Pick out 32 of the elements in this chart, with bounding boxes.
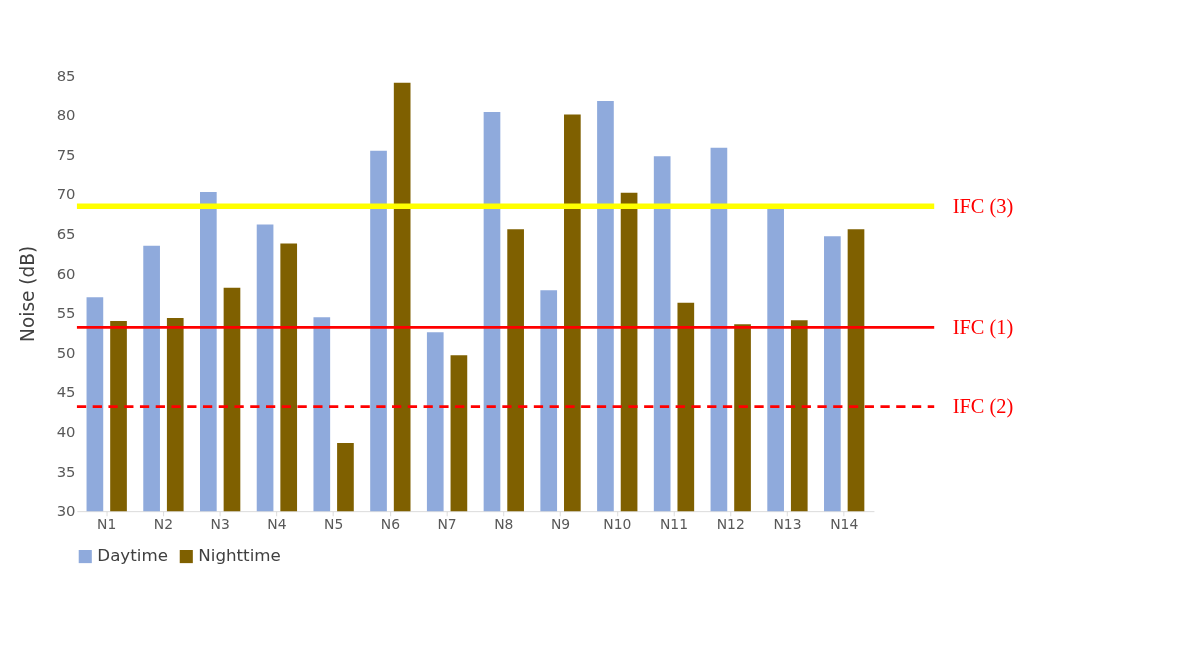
x-tick-label: N12	[716, 516, 745, 533]
x-tick-label: N13	[773, 516, 802, 533]
y-tick-label: 40	[56, 423, 76, 441]
ref-line-label: IFC (3)	[952, 194, 1014, 218]
legend-label: Nighttime	[198, 546, 281, 566]
y-tick-label: 65	[56, 225, 76, 243]
y-tick-label: 70	[56, 185, 76, 203]
x-tick-label: N6	[380, 516, 400, 533]
x-tick-label: N10	[603, 516, 632, 533]
x-tick-label: N9	[550, 516, 571, 533]
y-tick-label: 30	[56, 502, 76, 520]
y-tick-label: 60	[56, 264, 76, 282]
y-tick-label: 55	[56, 304, 76, 322]
x-tick-label: N3	[210, 516, 230, 533]
x-tick-label: N14	[830, 516, 859, 533]
y-axis-title: Noise (dB)	[17, 245, 39, 342]
y-tick-label: 75	[56, 145, 76, 163]
legend-label: Daytime	[97, 546, 168, 566]
ref-line-label: IFC (1)	[952, 315, 1014, 339]
x-tick-label: N8	[494, 516, 514, 533]
y-tick-label: 50	[56, 343, 76, 361]
y-tick-label: 80	[56, 106, 76, 124]
x-tick-label: N7	[437, 516, 457, 533]
y-tick-label: 35	[56, 462, 76, 480]
x-tick-label: N5	[324, 516, 344, 533]
y-tick-label: 85	[56, 66, 76, 84]
ref-line-label: IFC (2)	[952, 395, 1014, 419]
x-tick-label: N1	[97, 516, 117, 533]
y-tick-label: 45	[56, 383, 76, 401]
x-tick-label: N4	[267, 516, 287, 533]
x-tick-label: N11	[659, 516, 689, 533]
x-tick-label: N2	[153, 516, 174, 533]
